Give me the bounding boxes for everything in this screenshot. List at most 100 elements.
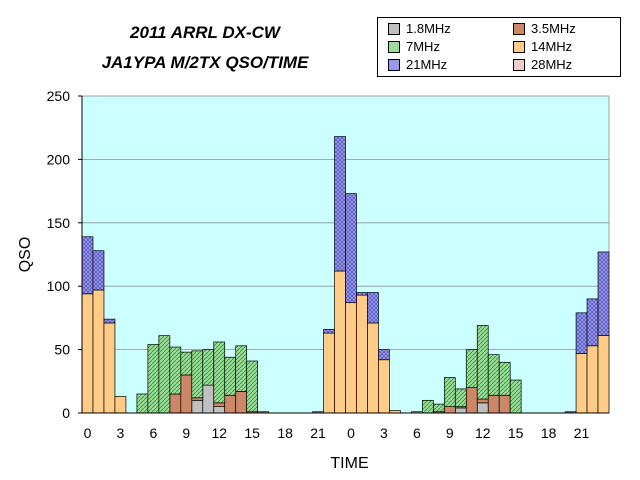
x-tick-label: 3 bbox=[380, 425, 388, 441]
legend-swatch-3-5mhz bbox=[513, 22, 525, 35]
bar-segment-14mhz bbox=[81, 293, 94, 414]
bar-segment-14mhz bbox=[323, 332, 335, 414]
bar-segment-21mhz bbox=[103, 318, 116, 324]
legend-item-21mhz: 21MHz bbox=[388, 56, 447, 73]
y-tick-label: 100 bbox=[47, 278, 71, 294]
bar-segment-7mhz bbox=[136, 393, 149, 414]
bar-segment-3-5mhz bbox=[498, 394, 511, 414]
legend-swatch-21mhz bbox=[388, 58, 400, 71]
x-tick-label: 9 bbox=[182, 425, 190, 441]
legend-item-28mhz: 28MHz bbox=[513, 56, 572, 73]
bar-segment-7mhz bbox=[235, 345, 248, 392]
legend-label-7mhz: 7MHz bbox=[406, 39, 440, 54]
bar-segment-3-5mhz bbox=[180, 374, 193, 414]
bar-segment-1-8mhz bbox=[202, 384, 215, 414]
x-tick-label: 15 bbox=[244, 425, 260, 441]
bar-segment-21mhz bbox=[586, 298, 599, 347]
x-tick-label: 21 bbox=[310, 425, 326, 441]
bar-segment-7mhz bbox=[509, 379, 522, 414]
y-axis-label: QSO bbox=[17, 237, 34, 273]
bar-segment-7mhz bbox=[422, 399, 434, 414]
y-tick-label: 50 bbox=[54, 342, 70, 358]
x-tick-label: 0 bbox=[347, 425, 355, 441]
bar-segment-21mhz bbox=[92, 250, 105, 291]
bar-segment-7mhz bbox=[158, 335, 171, 414]
legend-item-1-8mhz: 1.8MHz bbox=[388, 20, 451, 37]
bar-segment-14mhz bbox=[356, 294, 368, 414]
legend-swatch-14mhz bbox=[513, 40, 525, 53]
legend-label-3-5mhz: 3.5MHz bbox=[531, 21, 576, 36]
bar-segment-7mhz bbox=[465, 349, 478, 388]
x-tick-label: 15 bbox=[508, 425, 524, 441]
x-tick-label: 21 bbox=[574, 425, 590, 441]
bar-segment-14mhz bbox=[114, 396, 127, 414]
bar-segment-1-8mhz bbox=[476, 402, 489, 414]
bar-segment-14mhz bbox=[334, 270, 346, 414]
chart-legend: 1.8MHz 3.5MHz 7MHz 14MHz 21MHz 28MHz bbox=[377, 17, 621, 77]
bar-segment-21mhz bbox=[597, 251, 610, 337]
bar-segment-21mhz bbox=[378, 349, 390, 361]
legend-label-28mhz: 28MHz bbox=[531, 57, 573, 72]
bar-segment-3-5mhz bbox=[235, 391, 248, 414]
bar-segment-7mhz bbox=[180, 351, 193, 376]
bar-segment-14mhz bbox=[103, 322, 116, 414]
bar-segment-1-8mhz bbox=[454, 407, 467, 414]
bar-segment-7mhz bbox=[443, 377, 456, 408]
bar-segment-21mhz bbox=[575, 312, 588, 354]
x-tick-label: 9 bbox=[446, 425, 454, 441]
bar-segment-7mhz bbox=[246, 360, 259, 413]
chart-title: 2011 ARRL DX-CW bbox=[130, 23, 280, 42]
bar-segment-14mhz bbox=[378, 359, 390, 414]
y-tick-label: 0 bbox=[62, 405, 70, 421]
bar-segment-21mhz bbox=[334, 136, 346, 272]
y-tick-label: 200 bbox=[47, 151, 71, 167]
bar-segment-3-5mhz bbox=[213, 402, 226, 408]
bar-segment-3-5mhz bbox=[476, 398, 489, 404]
y-tick-label: 150 bbox=[47, 215, 71, 231]
chart-subtitle: JA1YPA M/2TX QSO/TIME bbox=[101, 53, 309, 72]
x-axis-label: TIME bbox=[330, 455, 368, 472]
bar-segment-14mhz bbox=[345, 302, 357, 414]
x-tick-label: 6 bbox=[149, 425, 157, 441]
bar-segment-14mhz bbox=[367, 322, 379, 414]
bar-segment-14mhz bbox=[92, 289, 105, 414]
x-tick-label: 12 bbox=[475, 425, 491, 441]
bar-segment-1-8mhz bbox=[191, 399, 204, 414]
bar-segment-7mhz bbox=[498, 361, 511, 396]
legend-swatch-7mhz bbox=[388, 40, 400, 53]
legend-item-14mhz: 14MHz bbox=[513, 38, 572, 55]
x-tick-label: 18 bbox=[277, 425, 293, 441]
bar-segment-3-5mhz bbox=[465, 387, 478, 414]
bar-segment-7mhz bbox=[202, 349, 215, 386]
bar-segment-7mhz bbox=[147, 344, 160, 414]
legend-swatch-28mhz bbox=[513, 58, 525, 71]
bar-segment-3-5mhz bbox=[169, 393, 182, 414]
legend-item-7mhz: 7MHz bbox=[388, 38, 440, 55]
bar-segment-21mhz bbox=[356, 292, 368, 296]
bar-segment-7mhz bbox=[432, 403, 445, 413]
legend-label-1-8mhz: 1.8MHz bbox=[406, 21, 451, 36]
bar-segment-7mhz bbox=[224, 356, 237, 396]
legend-label-21mhz: 21MHz bbox=[406, 57, 448, 72]
bar-segment-21mhz bbox=[81, 236, 94, 295]
x-tick-label: 12 bbox=[211, 425, 227, 441]
legend-item-3-5mhz: 3.5MHz bbox=[513, 20, 576, 37]
legend-label-14mhz: 14MHz bbox=[531, 39, 573, 54]
bar-segment-21mhz bbox=[367, 292, 379, 324]
x-tick-label: 6 bbox=[413, 425, 421, 441]
x-tick-label: 18 bbox=[541, 425, 557, 441]
bar-segment-7mhz bbox=[476, 325, 489, 400]
bar-segment-14mhz bbox=[575, 353, 588, 414]
bar-segment-14mhz bbox=[586, 345, 599, 414]
bar-segment-1-8mhz bbox=[213, 406, 226, 414]
bar-segment-7mhz bbox=[487, 354, 500, 396]
bar-segment-7mhz bbox=[454, 388, 467, 408]
x-tick-label: 0 bbox=[84, 425, 92, 441]
bar-segment-3-5mhz bbox=[191, 397, 204, 401]
bar-segment-21mhz bbox=[323, 328, 335, 334]
x-tick-label: 3 bbox=[117, 425, 125, 441]
bar-segment-7mhz bbox=[213, 341, 226, 404]
y-tick-label: 250 bbox=[47, 88, 71, 104]
